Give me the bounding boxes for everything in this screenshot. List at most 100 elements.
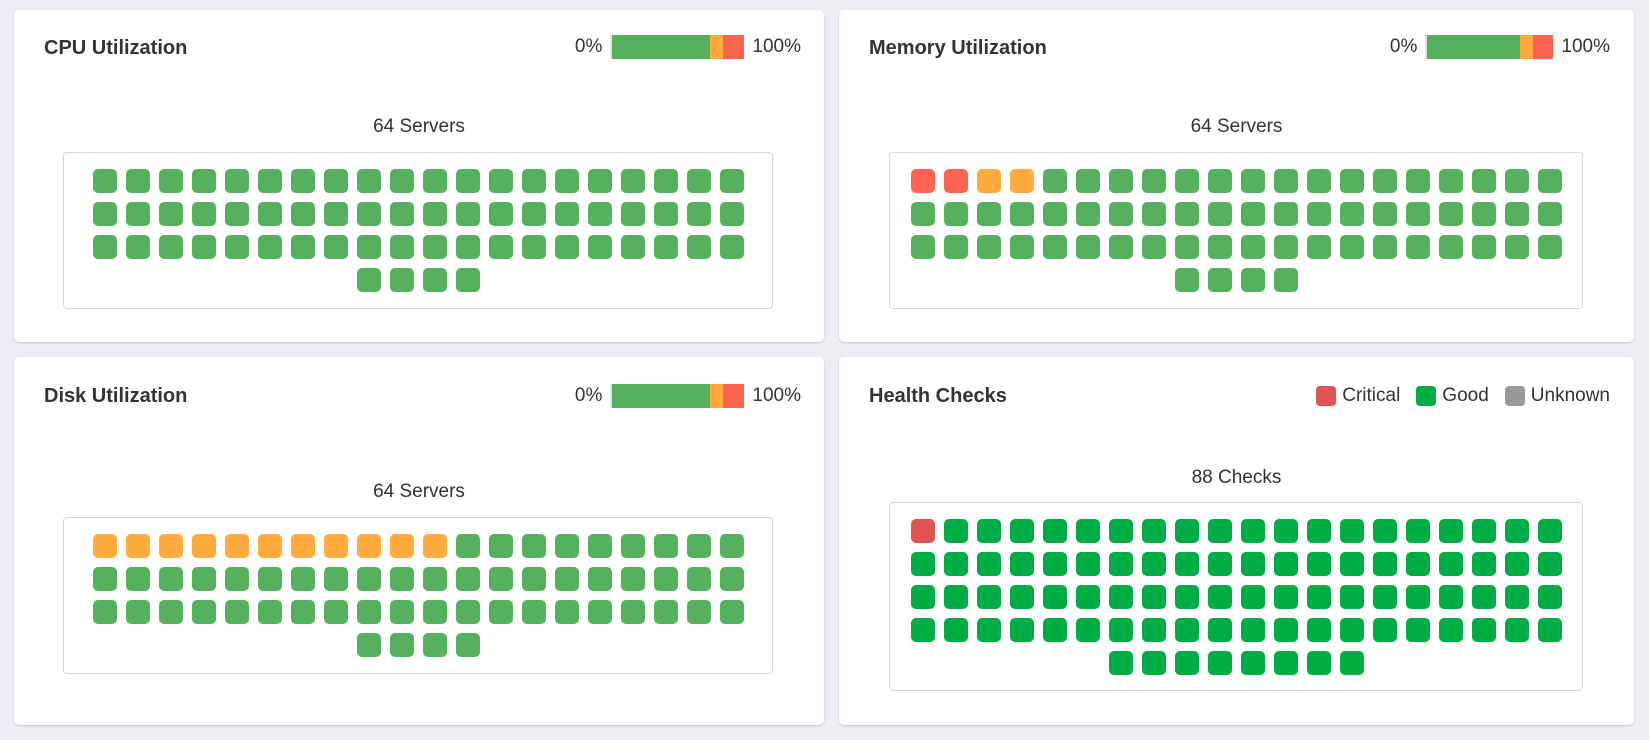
check-cell-good[interactable] <box>1307 552 1331 576</box>
check-cell-good[interactable] <box>911 618 935 642</box>
check-cell-good[interactable] <box>1307 618 1331 642</box>
server-cell-good[interactable] <box>291 567 315 591</box>
check-cell-good[interactable] <box>1439 618 1463 642</box>
check-cell-good[interactable] <box>1175 552 1199 576</box>
server-cell-good[interactable] <box>621 235 645 259</box>
check-cell-good[interactable] <box>1142 618 1166 642</box>
server-cell-good[interactable] <box>390 235 414 259</box>
check-cell-good[interactable] <box>944 618 968 642</box>
server-cell-good[interactable] <box>654 600 678 624</box>
check-cell-good[interactable] <box>1142 552 1166 576</box>
server-cell-good[interactable] <box>1274 202 1298 226</box>
check-cell-good[interactable] <box>1208 585 1232 609</box>
server-cell-good[interactable] <box>588 534 612 558</box>
check-cell-good[interactable] <box>1373 519 1397 543</box>
server-cell-good[interactable] <box>720 567 744 591</box>
server-cell-good[interactable] <box>225 235 249 259</box>
server-cell-good[interactable] <box>621 600 645 624</box>
server-cell-good[interactable] <box>621 202 645 226</box>
server-cell-good[interactable] <box>1076 169 1100 193</box>
server-cell-good[interactable] <box>357 600 381 624</box>
check-cell-good[interactable] <box>1142 651 1166 675</box>
check-cell-good[interactable] <box>1406 585 1430 609</box>
check-cell-good[interactable] <box>1010 552 1034 576</box>
check-cell-good[interactable] <box>1340 519 1364 543</box>
server-cell-good[interactable] <box>192 202 216 226</box>
server-cell-good[interactable] <box>555 169 579 193</box>
check-cell-good[interactable] <box>1109 519 1133 543</box>
server-cell-good[interactable] <box>456 235 480 259</box>
server-cell-good[interactable] <box>522 567 546 591</box>
server-cell-good[interactable] <box>1241 268 1265 292</box>
check-cell-good[interactable] <box>1340 585 1364 609</box>
check-cell-good[interactable] <box>977 585 1001 609</box>
server-cell-good[interactable] <box>1175 268 1199 292</box>
check-cell-good[interactable] <box>1538 618 1562 642</box>
server-cell-good[interactable] <box>423 567 447 591</box>
server-cell-good[interactable] <box>324 235 348 259</box>
server-cell-good[interactable] <box>126 235 150 259</box>
server-cell-good[interactable] <box>489 600 513 624</box>
server-cell-good[interactable] <box>93 235 117 259</box>
server-cell-good[interactable] <box>720 169 744 193</box>
server-cell-good[interactable] <box>357 169 381 193</box>
check-cell-good[interactable] <box>1241 552 1265 576</box>
server-cell-good[interactable] <box>588 235 612 259</box>
server-cell-good[interactable] <box>159 169 183 193</box>
server-cell-good[interactable] <box>1538 169 1562 193</box>
check-cell-good[interactable] <box>1109 585 1133 609</box>
check-cell-good[interactable] <box>1010 585 1034 609</box>
server-cell-warning[interactable] <box>1010 169 1034 193</box>
check-cell-good[interactable] <box>1175 651 1199 675</box>
check-cell-good[interactable] <box>1340 651 1364 675</box>
server-cell-good[interactable] <box>357 567 381 591</box>
server-cell-good[interactable] <box>357 235 381 259</box>
check-cell-good[interactable] <box>1373 618 1397 642</box>
check-cell-good[interactable] <box>1505 552 1529 576</box>
server-cell-good[interactable] <box>1538 202 1562 226</box>
check-cell-good[interactable] <box>1010 519 1034 543</box>
check-cell-good[interactable] <box>1505 585 1529 609</box>
server-cell-good[interactable] <box>225 600 249 624</box>
server-cell-good[interactable] <box>390 633 414 657</box>
server-cell-good[interactable] <box>588 567 612 591</box>
check-cell-good[interactable] <box>1109 618 1133 642</box>
server-cell-good[interactable] <box>1076 202 1100 226</box>
check-cell-good[interactable] <box>1274 552 1298 576</box>
server-cell-good[interactable] <box>1208 169 1232 193</box>
check-cell-good[interactable] <box>1043 552 1067 576</box>
server-cell-warning[interactable] <box>126 534 150 558</box>
server-cell-good[interactable] <box>555 202 579 226</box>
server-cell-good[interactable] <box>621 169 645 193</box>
server-cell-good[interactable] <box>1472 235 1496 259</box>
server-cell-good[interactable] <box>390 202 414 226</box>
server-cell-good[interactable] <box>1307 202 1331 226</box>
server-cell-good[interactable] <box>1109 235 1133 259</box>
server-cell-warning[interactable] <box>291 534 315 558</box>
server-cell-good[interactable] <box>522 169 546 193</box>
server-cell-good[interactable] <box>1109 202 1133 226</box>
server-cell-warning[interactable] <box>192 534 216 558</box>
check-cell-good[interactable] <box>1208 519 1232 543</box>
server-cell-good[interactable] <box>1439 235 1463 259</box>
server-cell-good[interactable] <box>944 235 968 259</box>
server-cell-warning[interactable] <box>225 534 249 558</box>
server-cell-good[interactable] <box>654 169 678 193</box>
server-cell-good[interactable] <box>357 268 381 292</box>
check-cell-good[interactable] <box>1538 585 1562 609</box>
server-cell-warning[interactable] <box>93 534 117 558</box>
server-cell-good[interactable] <box>687 567 711 591</box>
server-cell-good[interactable] <box>456 600 480 624</box>
server-cell-good[interactable] <box>456 633 480 657</box>
server-cell-good[interactable] <box>225 169 249 193</box>
server-cell-good[interactable] <box>93 202 117 226</box>
server-cell-good[interactable] <box>1208 202 1232 226</box>
server-cell-good[interactable] <box>1439 169 1463 193</box>
check-cell-good[interactable] <box>1208 651 1232 675</box>
server-cell-good[interactable] <box>1406 202 1430 226</box>
check-cell-good[interactable] <box>1109 552 1133 576</box>
server-cell-good[interactable] <box>390 567 414 591</box>
server-cell-good[interactable] <box>1472 169 1496 193</box>
server-cell-good[interactable] <box>1142 202 1166 226</box>
check-cell-good[interactable] <box>977 552 1001 576</box>
